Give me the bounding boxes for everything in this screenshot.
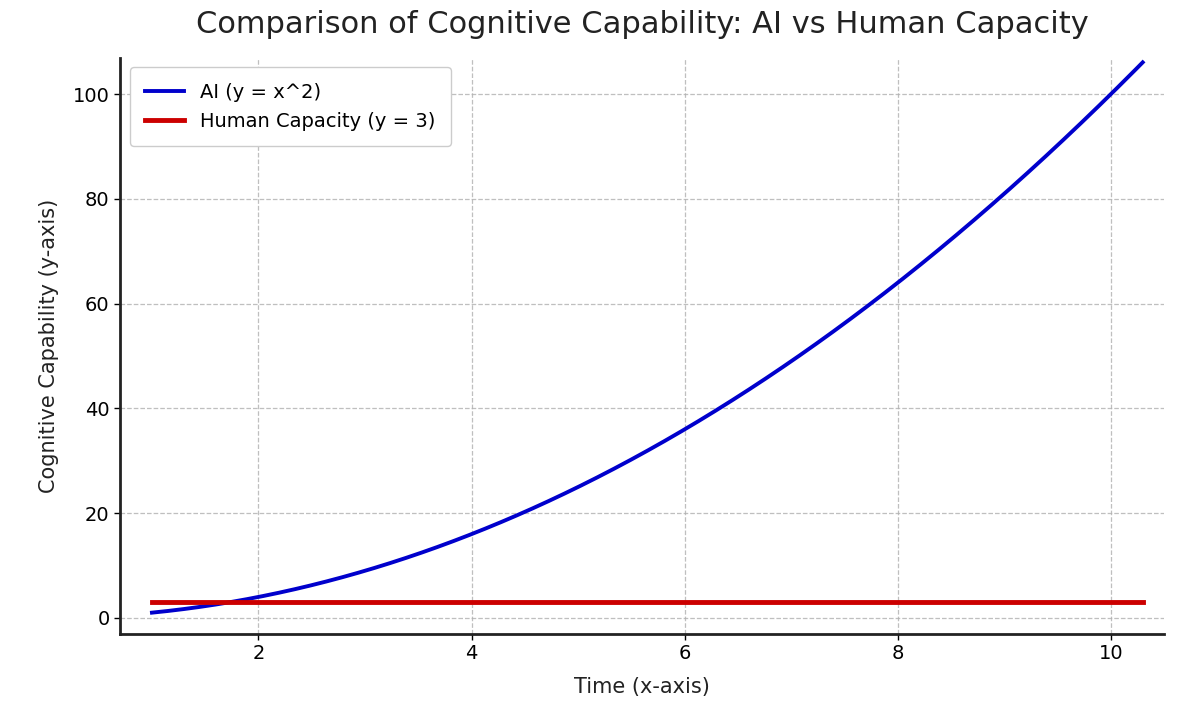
Y-axis label: Cognitive Capability (y-axis): Cognitive Capability (y-axis) [38,199,59,492]
X-axis label: Time (x-axis): Time (x-axis) [574,677,710,697]
Human Capacity (y = 3) [581,598,595,606]
AI (y = x^2) [145,608,160,617]
AI (y = x^2) [1135,58,1150,67]
AI (y = x^2) [546,495,560,503]
Human Capacity (y = 3) [145,598,160,606]
Title: Comparison of Cognitive Capability: AI vs Human Capacity: Comparison of Cognitive Capability: AI v… [196,9,1088,39]
Human Capacity (y = 3) [917,598,931,606]
AI (y = x^2) [826,328,840,336]
Human Capacity (y = 3) [1135,598,1150,606]
Line: AI (y = x^2): AI (y = x^2) [152,63,1142,613]
Human Capacity (y = 3) [246,598,260,606]
AI (y = x^2) [935,243,949,251]
Human Capacity (y = 3) [826,598,840,606]
Human Capacity (y = 3) [935,598,949,606]
Human Capacity (y = 3) [546,598,560,606]
AI (y = x^2) [581,477,595,486]
AI (y = x^2) [917,257,931,266]
AI (y = x^2) [246,594,260,603]
Legend: AI (y = x^2), Human Capacity (y = 3): AI (y = x^2), Human Capacity (y = 3) [130,68,451,146]
